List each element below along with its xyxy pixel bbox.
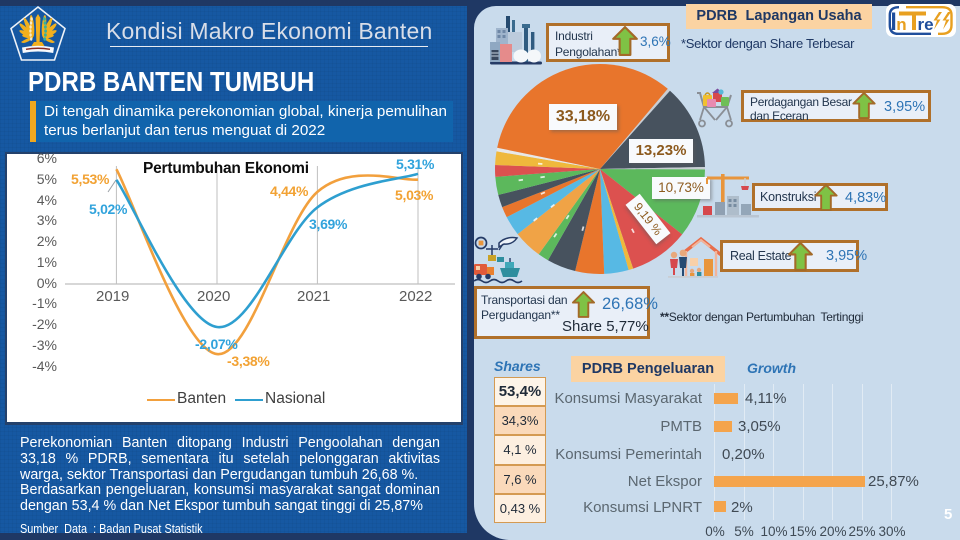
svg-text:n: n [896, 15, 906, 34]
svg-text:re: re [918, 15, 934, 34]
